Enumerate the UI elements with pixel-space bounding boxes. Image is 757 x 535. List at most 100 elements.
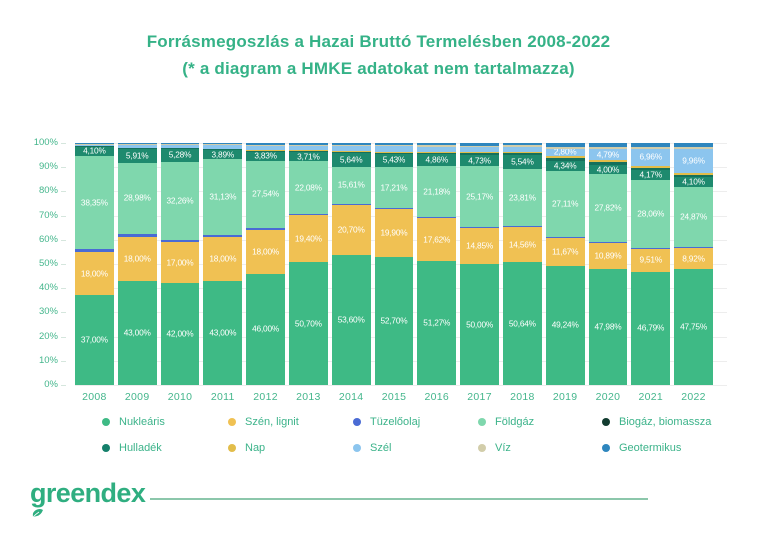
segment-label: 18,00% (209, 253, 237, 264)
segment-label: 47,98% (594, 321, 622, 332)
x-label-2014: 2014 (338, 391, 364, 403)
segment-2010-t-zel-olaj (160, 239, 200, 243)
segment-label: 27,54% (252, 188, 280, 199)
segment-2018-geotermikus (502, 143, 542, 146)
segment-2012-nukle-ris: 46,00% (246, 273, 285, 385)
segment-label: 37,00% (80, 334, 108, 345)
plot-area: 37,00% 18,00% 38,35% 4,10% 43,00% 18,00% 28,98… (75, 143, 727, 386)
y-tick-mark (61, 239, 66, 241)
segment-2010-biog-z-biomassza: 5,28% (160, 148, 200, 162)
segment-label: 20,70% (337, 224, 365, 235)
legend-label: Nap (245, 442, 266, 454)
legend-dot-hullad-k (102, 444, 110, 452)
segment-2008-geotermikus (75, 143, 114, 144)
bar-2010: 42,00% 17,00% 32,26% 5,28% (160, 143, 200, 385)
segment-2022-f-ldg-z: 24,87% (674, 186, 713, 248)
segment-2010-geotermikus (160, 143, 200, 145)
segment-2018-t-zel-olaj (502, 226, 542, 228)
segment-2021-v-z (631, 146, 671, 149)
y-tick-mark (61, 336, 66, 338)
legend-dot-sz-l (353, 444, 361, 452)
segment-label: 27,11% (552, 198, 579, 209)
x-label-2011: 2011 (210, 391, 235, 403)
segment-2013-t-zel-olaj (288, 214, 328, 216)
segment-2008-f-ldg-z: 38,35% (75, 156, 114, 250)
segment-2021-nukle-ris: 46,79% (631, 271, 671, 385)
legend: Nukleáris Szén, lignit Tüzelőolaj Földgáz Bi… (102, 416, 711, 454)
greendex-logo-text: greendex (30, 478, 146, 508)
segment-label: 3,89% (211, 149, 235, 160)
footer-divider (150, 498, 648, 500)
segment-label: 17,00% (166, 257, 194, 268)
legend-dot-f-ldg-z (478, 418, 486, 426)
segment-2019-f-ldg-z: 27,11% (545, 171, 585, 237)
segment-2022-nap (674, 172, 713, 175)
segment-label: 14,85% (466, 240, 494, 251)
y-tick-mark (61, 264, 66, 265)
y-tick-label-10: 10% (38, 354, 58, 366)
chart-header: Forrásmegoszlás a Hazai Bruttó Termelésb… (0, 28, 757, 82)
legend-label: Földgáz (495, 416, 535, 428)
segment-label: 43,00% (209, 327, 237, 338)
segment-label: 4,10% (83, 145, 106, 156)
segment-2009-sz-n-lignit: 18,00% (117, 237, 157, 281)
segment-2016-nukle-ris: 51,27% (417, 260, 457, 385)
segment-2012-sz-l (246, 145, 285, 151)
segment-2011-t-zel-olaj (203, 234, 243, 238)
x-label-2022: 2022 (681, 391, 706, 403)
segment-label: 19,40% (294, 233, 322, 244)
segment-label: 50,64% (508, 318, 536, 329)
segment-label: 5,64% (339, 154, 363, 165)
segment-label: 24,87% (680, 211, 708, 222)
y-tick-mark (61, 191, 66, 193)
segment-label: 4,17% (639, 169, 663, 180)
segment-label: 4,10% (682, 176, 705, 187)
segment-2016-f-ldg-z: 21,18% (417, 166, 457, 218)
segment-2016-v-z (417, 145, 457, 147)
segment-2008-hullad-k (75, 145, 114, 147)
segment-2021-sz-l: 6,96% (631, 148, 671, 166)
segment-2022-biog-z-biomassza: 4,10% (674, 177, 713, 187)
segment-2021-geotermikus (631, 143, 671, 147)
segment-2020-sz-n-lignit: 10,89% (588, 242, 628, 269)
y-axis: 0% 10% 20% 30% 40% 50% 60% 70% 80% 90% 100% (0, 137, 70, 390)
legend-label: Nukleáris (119, 416, 165, 428)
y-tick-mark (61, 385, 66, 386)
segment-label: 9,51% (639, 254, 663, 265)
legend-dot-sz-n-lignit (228, 418, 236, 426)
segment-2015-biog-z-biomassza: 5,43% (374, 153, 414, 167)
segment-2018-sz-n-lignit: 14,56% (502, 227, 542, 263)
segment-2014-f-ldg-z: 15,61% (331, 166, 371, 205)
segment-label: 5,54% (511, 156, 534, 167)
segment-2008-sz-n-lignit: 18,00% (75, 251, 114, 296)
segment-label: 28,98% (123, 192, 151, 203)
legend-item-f-ldg-z: Földgáz (478, 416, 602, 428)
segment-2014-biog-z-biomassza: 5,64% (331, 152, 371, 167)
segment-label: 3,83% (254, 150, 277, 161)
x-label-2020: 2020 (595, 391, 621, 403)
bar-2020: 47,98% 10,89% 27,82% 4,00% 4,79% (588, 143, 628, 385)
segment-2016-sz-n-lignit: 17,62% (417, 218, 457, 261)
legend-dot-nukle-ris (102, 418, 110, 426)
greendex-logo: greendex (30, 478, 160, 522)
segment-2013-geotermikus (288, 143, 328, 145)
chart-title: Forrásmegoszlás a Hazai Bruttó Termelésb… (146, 32, 611, 51)
segment-2019-biog-z-biomassza: 4,34% (545, 160, 585, 172)
segment-label: 5,28% (168, 149, 192, 160)
segment-2013-sz-n-lignit: 19,40% (288, 215, 328, 263)
segment-2022-sz-n-lignit: 8,92% (674, 247, 713, 270)
segment-label: 11,67% (552, 246, 579, 257)
legend-label: Hulladék (119, 442, 162, 454)
segment-label: 25,17% (466, 191, 494, 202)
segment-2018-nap (502, 151, 542, 154)
legend-item-biog-z-biomassza: Biogáz, biomassza (602, 416, 711, 428)
segment-label: 49,24% (551, 319, 579, 330)
legend-item-nukle-ris: Nukleáris (102, 416, 228, 428)
y-tick-label-0: 0% (44, 379, 58, 390)
legend-item-sz-l: Szél (353, 442, 478, 454)
segment-2017-f-ldg-z: 25,17% (460, 166, 499, 228)
segment-2009-t-zel-olaj (117, 233, 157, 238)
y-tick-label-20: 20% (38, 330, 58, 342)
segment-2019-v-z (545, 146, 585, 150)
segment-label: 5,91% (125, 150, 149, 161)
